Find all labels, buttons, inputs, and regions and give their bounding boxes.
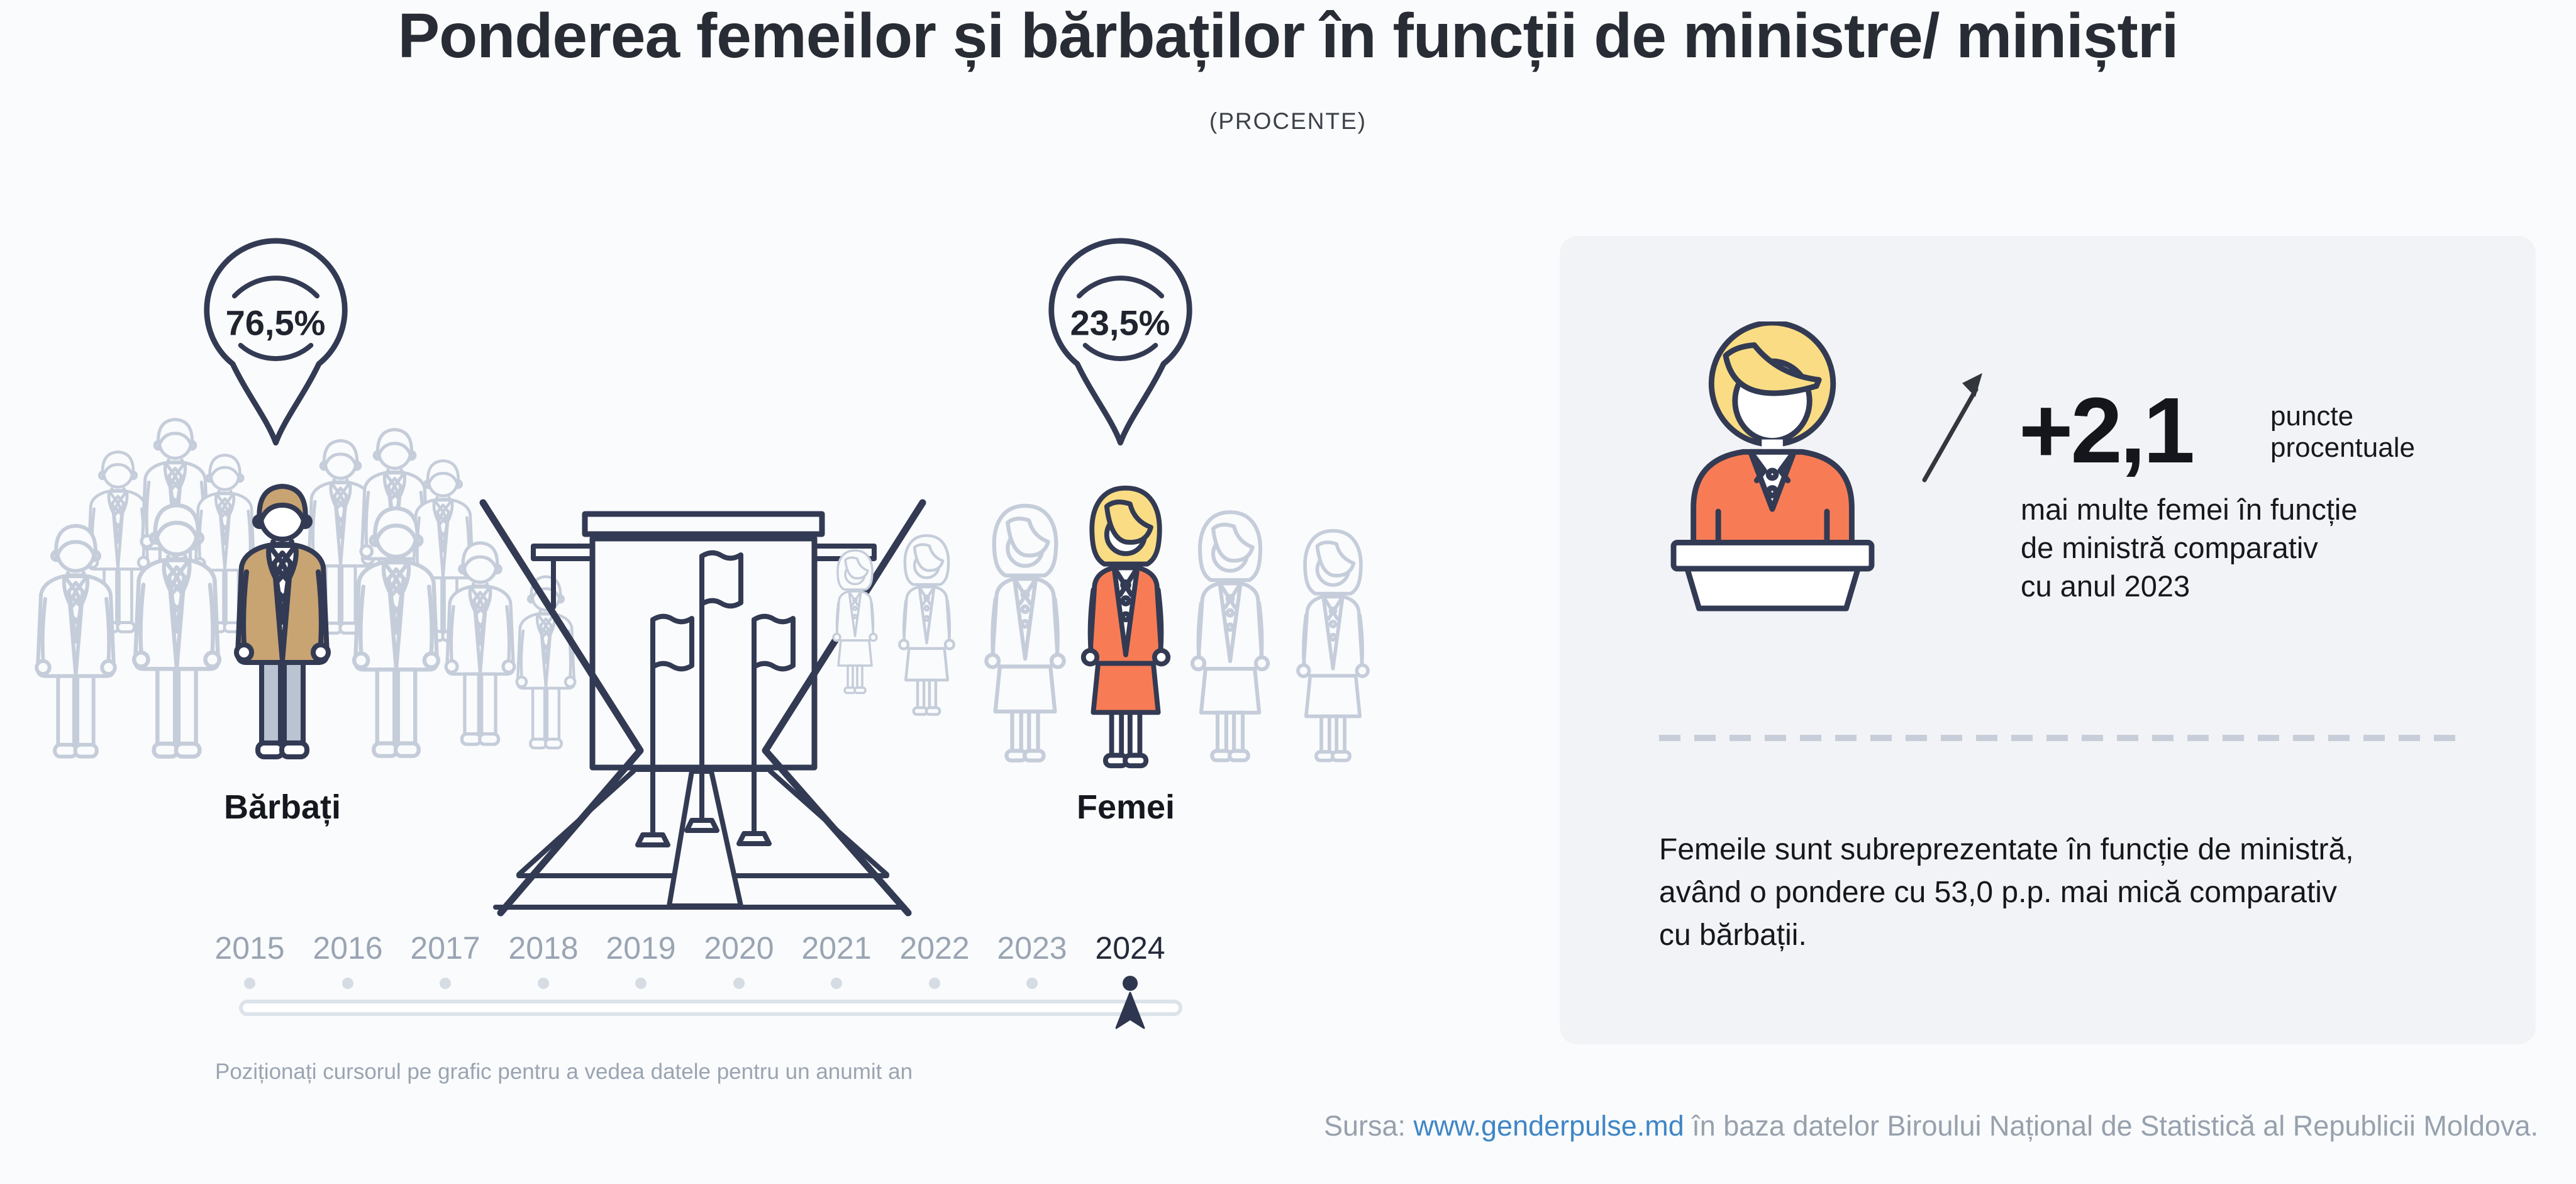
source-prefix: Sursa: bbox=[1323, 1110, 1414, 1142]
woman-at-podium-icon bbox=[1670, 321, 1875, 612]
delta-unit-line: puncte bbox=[2270, 401, 2354, 432]
timeline-dot-2023[interactable] bbox=[1026, 978, 1038, 989]
women-category-label: Femei bbox=[1076, 788, 1175, 826]
timeline-year-2024-selected[interactable]: 2024 bbox=[1095, 930, 1165, 966]
timeline-dot-2022[interactable] bbox=[929, 978, 940, 989]
timeline-year-2023[interactable]: 2023 bbox=[997, 930, 1067, 966]
delta-unit-line: procentuale bbox=[2270, 432, 2415, 463]
timeline-dot-2018[interactable] bbox=[538, 978, 549, 989]
women-share-value: 23,5% bbox=[1070, 303, 1170, 343]
highlighted-woman-figure bbox=[1084, 488, 1168, 766]
woman-figure bbox=[1298, 531, 1368, 761]
note-line: având o pondere cu 53,0 p.p. mai mică co… bbox=[1659, 876, 2337, 909]
timeline-year-2022[interactable]: 2022 bbox=[899, 930, 970, 966]
ministers-pictogram-scene: 76,5% 23,5% bbox=[0, 226, 1446, 917]
flag-icons bbox=[635, 550, 796, 847]
timeline-dot-2016[interactable] bbox=[342, 978, 353, 989]
timeline-dot-2024-selected[interactable] bbox=[1123, 976, 1138, 991]
men-category-label: Bărbați bbox=[223, 788, 341, 826]
page-subtitle: (PROCENTE) bbox=[1209, 108, 1367, 134]
timeline-year-2018[interactable]: 2018 bbox=[508, 930, 579, 966]
woman-figure bbox=[899, 535, 954, 714]
timeline-dot-2020[interactable] bbox=[733, 978, 745, 989]
timeline-year-2021[interactable]: 2021 bbox=[801, 930, 872, 966]
timeline-year-2016[interactable]: 2016 bbox=[313, 930, 383, 966]
timeline-dot-2017[interactable] bbox=[440, 978, 451, 989]
increase-arrow-icon bbox=[1922, 373, 1982, 483]
woman-figure bbox=[832, 549, 878, 695]
woman-figure bbox=[986, 506, 1063, 761]
timeline-year-2017[interactable]: 2017 bbox=[410, 930, 480, 966]
delta-unit: puncte procentuale bbox=[2270, 401, 2415, 464]
underrepresentation-note: Femeile sunt subreprezentate în funcție … bbox=[1659, 829, 2354, 957]
timeline-year-2019[interactable]: 2019 bbox=[606, 930, 676, 966]
timeline-dot-2019[interactable] bbox=[635, 978, 647, 989]
government-building-icon bbox=[479, 499, 926, 917]
delta-value: +2,1 bbox=[2019, 379, 2195, 483]
woman-figure bbox=[1192, 512, 1268, 760]
source-suffix: în baza datelor Biroului Național de Sta… bbox=[1684, 1110, 2538, 1142]
timeline-dot-2021[interactable] bbox=[831, 978, 842, 989]
delta-description-line: de ministră comparativ bbox=[2021, 531, 2318, 564]
note-line: Femeile sunt subreprezentate în funcție … bbox=[1659, 833, 2354, 866]
delta-description-line: cu anul 2023 bbox=[2021, 569, 2190, 603]
insight-panel: +2,1 puncte procentuale mai multe femei … bbox=[1560, 236, 2536, 1044]
dashed-divider bbox=[1659, 735, 2457, 741]
timeline-hint: Poziționați cursorul pe grafic pentru a … bbox=[215, 1059, 913, 1084]
timeline-year-2015[interactable]: 2015 bbox=[214, 930, 285, 966]
note-line: cu bărbații. bbox=[1659, 919, 1807, 952]
source-link[interactable]: www.genderpulse.md bbox=[1413, 1110, 1684, 1142]
delta-description-line: mai multe femei în funcție bbox=[2021, 493, 2358, 526]
source-line: Sursa: www.genderpulse.md în baza datelo… bbox=[1324, 1110, 2538, 1142]
men-share-value: 76,5% bbox=[226, 303, 326, 343]
timeline-dot-2015[interactable] bbox=[244, 978, 255, 989]
slider-cursor-icon[interactable] bbox=[1113, 991, 1148, 1032]
timeline-year-2020[interactable]: 2020 bbox=[704, 930, 774, 966]
delta-description: mai multe femei în funcție de ministră c… bbox=[2021, 490, 2358, 605]
page-title: Ponderea femeilor și bărbaților în funcț… bbox=[397, 1, 2179, 71]
slider-track[interactable] bbox=[239, 1000, 1182, 1016]
